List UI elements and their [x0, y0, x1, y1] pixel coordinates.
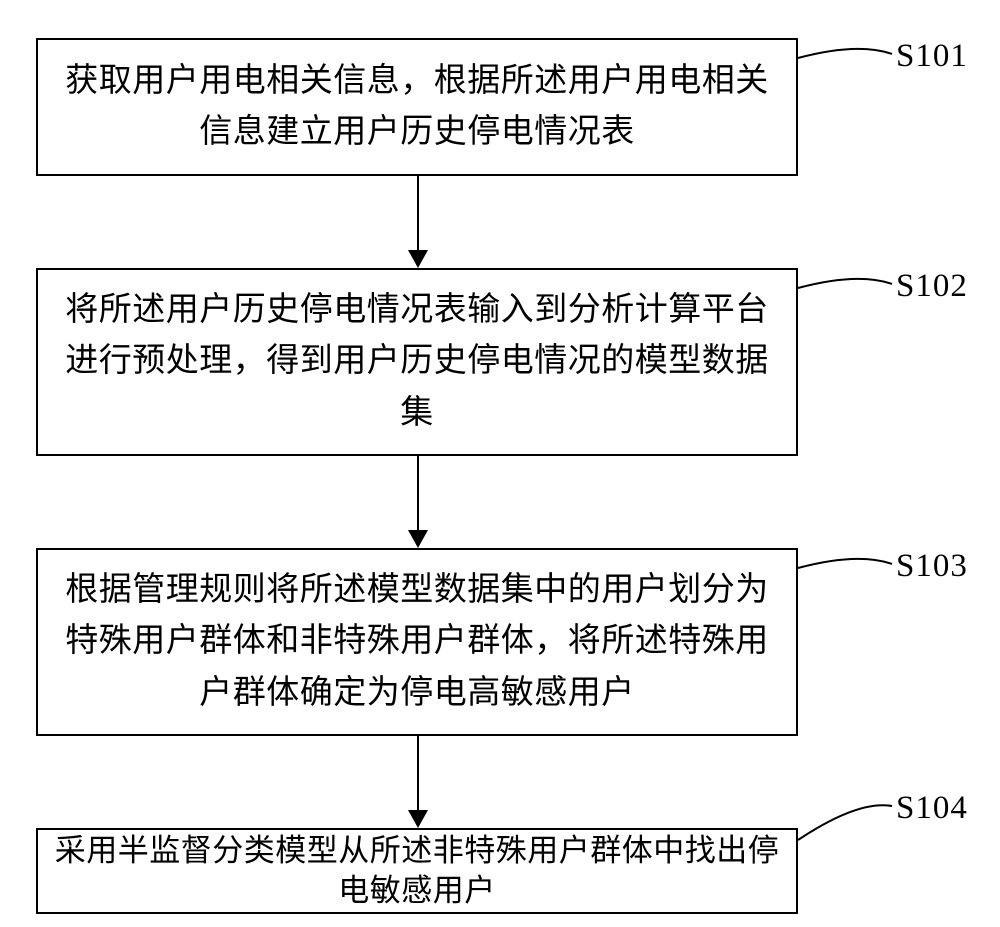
step-label-s104: S104 — [896, 790, 968, 827]
arrow-s101-s102 — [417, 176, 419, 268]
flow-node-s101: 获取用户用电相关信息，根据所述用户用电相关信息建立用户历史停电情况表 — [36, 38, 798, 176]
flow-node-text: 将所述用户历史停电情况表输入到分析计算平台进行预处理，得到用户历史停电情况的模型… — [52, 285, 782, 438]
arrow-s103-s104 — [417, 736, 419, 828]
flow-node-s102: 将所述用户历史停电情况表输入到分析计算平台进行预处理，得到用户历史停电情况的模型… — [36, 268, 798, 456]
flow-node-s104: 采用半监督分类模型从所述非特殊用户群体中找出停电敏感用户 — [36, 828, 798, 914]
step-label-s101: S101 — [896, 38, 968, 75]
step-label-s102: S102 — [896, 268, 968, 305]
step-label-s103: S103 — [896, 548, 968, 585]
arrow-s102-s103 — [417, 456, 419, 548]
flowchart-canvas: 获取用户用电相关信息，根据所述用户用电相关信息建立用户历史停电情况表 S101 … — [0, 0, 1000, 927]
flow-node-text: 采用半监督分类模型从所述非特殊用户群体中找出停电敏感用户 — [52, 831, 782, 912]
flow-node-s103: 根据管理规则将所述模型数据集中的用户划分为特殊用户群体和非特殊用户群体，将所述特… — [36, 548, 798, 736]
flow-node-text: 根据管理规则将所述模型数据集中的用户划分为特殊用户群体和非特殊用户群体，将所述特… — [52, 565, 782, 718]
flow-node-text: 获取用户用电相关信息，根据所述用户用电相关信息建立用户历史停电情况表 — [52, 56, 782, 158]
